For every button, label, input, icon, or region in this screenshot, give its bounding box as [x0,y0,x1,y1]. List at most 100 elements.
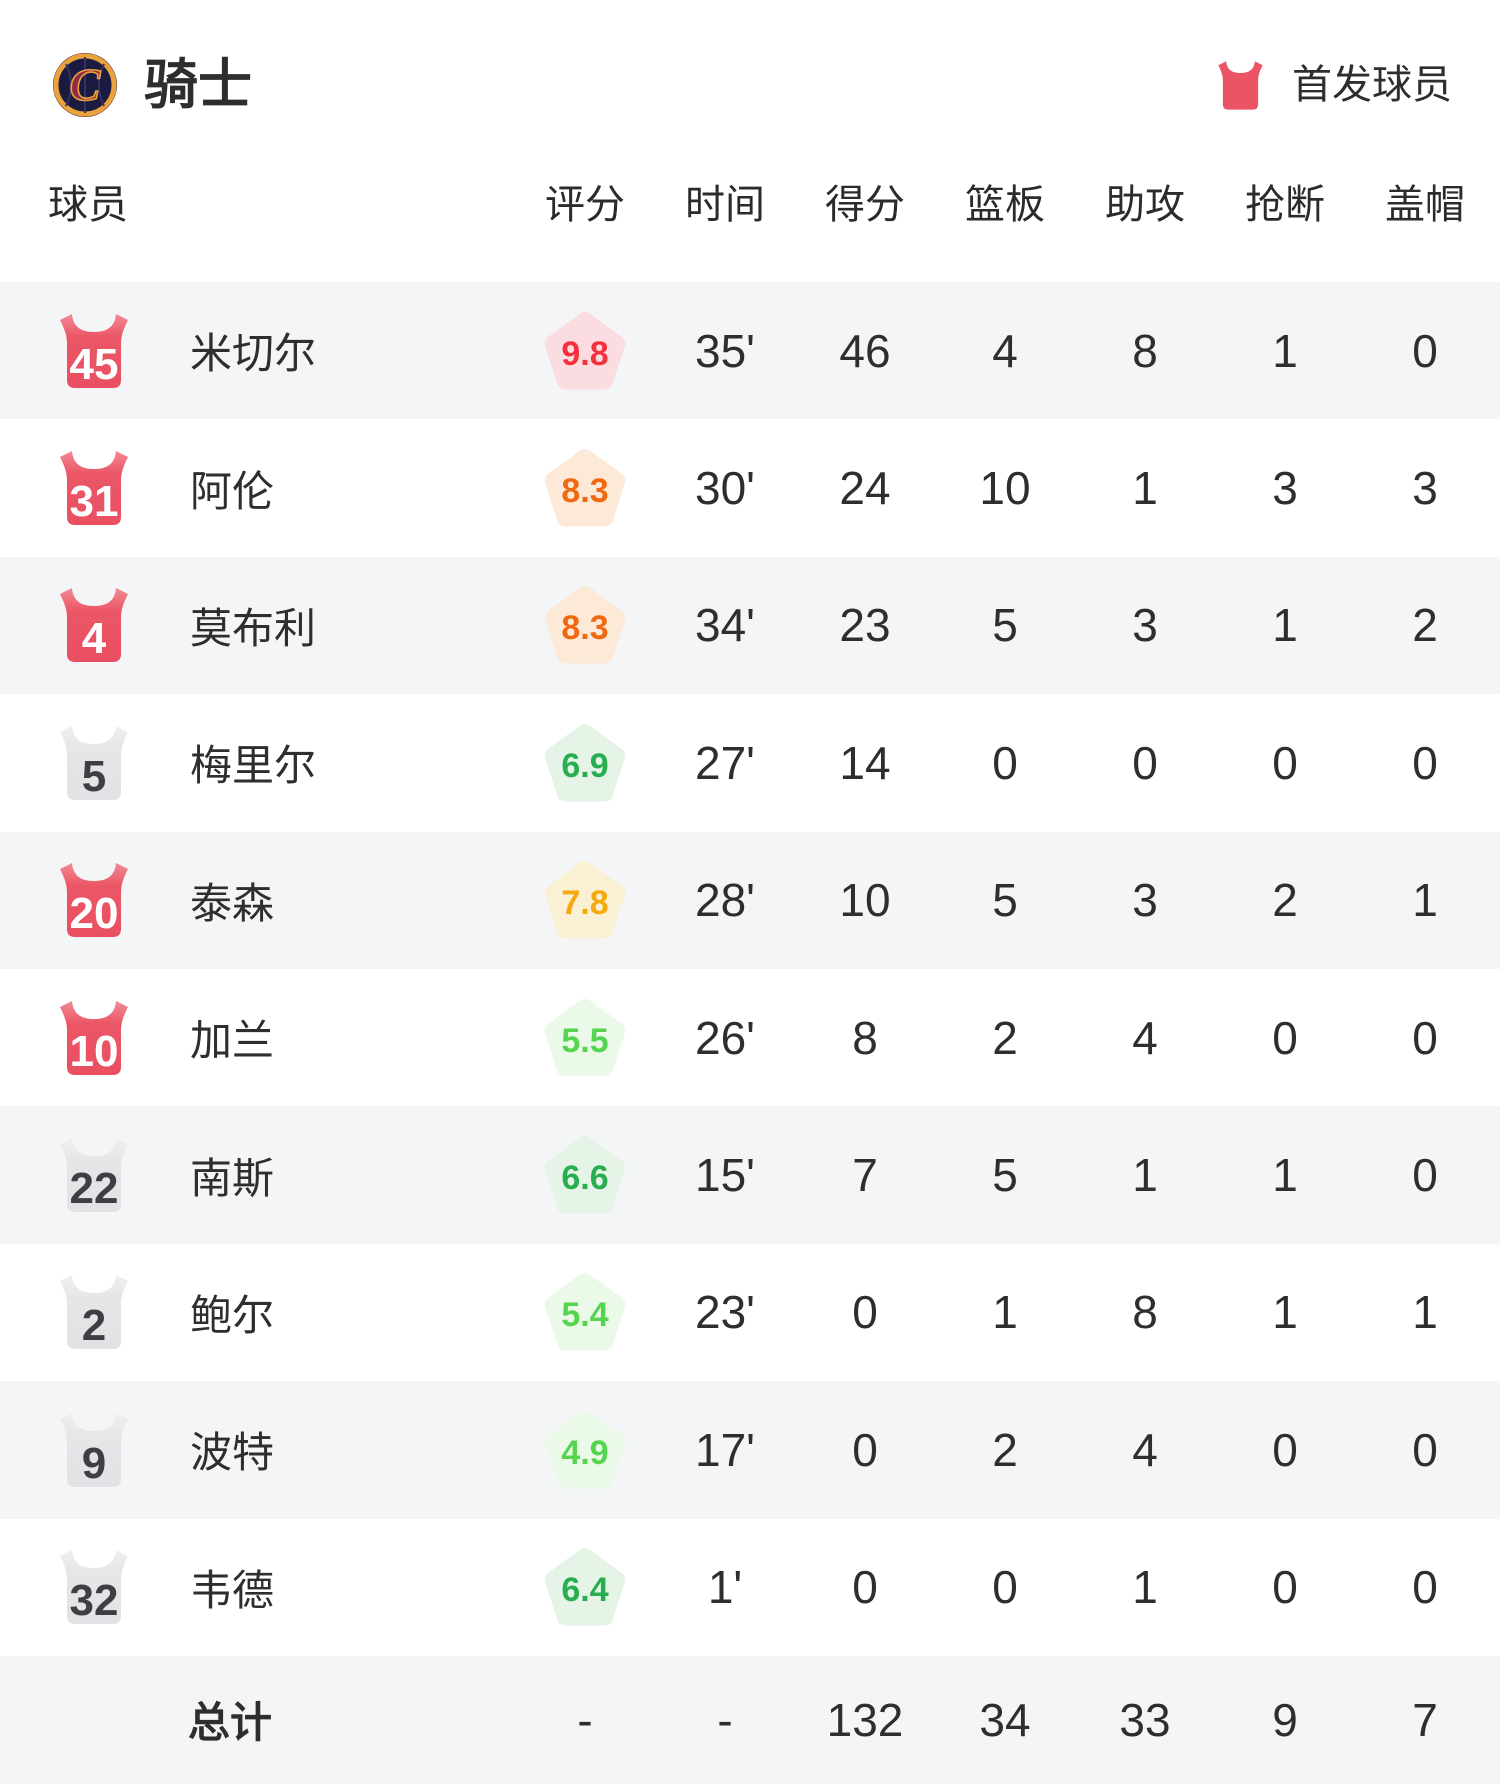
blocks-value: 0 [1412,1561,1438,1614]
starter-legend-label: 首发球员 [1292,63,1452,107]
player-cell: 32 韦德 [0,1548,515,1626]
jersey-number: 45 [69,339,119,389]
points-value: 46 [839,324,891,377]
jersey-number: 5 [81,751,107,801]
starter-legend: 首发球员 [1217,60,1452,110]
rating-badge: 8.3 [537,580,633,670]
player-row[interactable]: 10 加兰 5.5 26' 8 2 4 0 0 [0,969,1500,1106]
rating-badge: 6.9 [537,718,633,808]
total-rating: - [577,1693,593,1746]
total-points: 132 [826,1693,904,1746]
rebounds-value: 4 [992,324,1018,377]
rebounds-value: 5 [992,1149,1018,1202]
steals-value: 2 [1272,874,1298,927]
player-name: 波特 [190,1429,275,1477]
player-row[interactable]: 9 波特 4.9 17' 0 2 4 0 0 [0,1381,1500,1519]
player-name: 莫布利 [190,604,317,652]
player-name: 韦德 [190,1566,275,1614]
rating-value: 6.6 [561,1159,609,1198]
jersey-number: 32 [69,1576,119,1626]
bench-jersey-icon: 32 [58,1548,130,1626]
points-value: 23 [839,599,891,652]
assists-value: 1 [1132,462,1158,515]
player-row[interactable]: 45 米切尔 9.8 35' 46 4 8 1 0 [0,282,1500,420]
rebounds-value: 2 [992,1423,1018,1476]
time-value: 26' [695,1011,755,1064]
starter-jersey-icon: 4 [58,586,130,664]
rating-value: 5.4 [561,1296,609,1335]
player-cell: 31 阿伦 [0,449,515,527]
bench-jersey-icon: 9 [58,1411,130,1489]
rating-cell: 9.8 [515,306,655,396]
points-value: 8 [852,1011,878,1064]
total-time: - [717,1693,733,1746]
team-header: C 骑士 首发球员 [0,0,1500,120]
rating-value: 9.8 [561,334,609,373]
assists-value: 8 [1132,324,1158,377]
points-value: 10 [839,874,891,927]
rating-badge: 4.9 [537,1405,633,1495]
points-value: 14 [839,736,891,789]
steals-value: 0 [1272,1011,1298,1064]
player-cell: 45 米切尔 [0,312,515,390]
table-header: 球员 评分 时间 得分 篮板 助攻 抢断 盖帽 [0,120,1500,282]
player-row[interactable]: 32 韦德 6.4 1' 0 0 1 0 0 [0,1519,1500,1656]
blocks-value: 0 [1412,324,1438,377]
player-row[interactable]: 22 南斯 6.6 15' 7 5 1 1 0 [0,1106,1500,1244]
column-header-4: 篮板 [965,183,1045,227]
team-name: 骑士 [144,55,252,115]
rating-badge: 7.8 [537,855,633,945]
total-blocks: 7 [1412,1693,1438,1746]
starter-jersey-icon: 31 [58,449,130,527]
starter-jersey-icon: 10 [58,999,130,1077]
assists-value: 4 [1132,1011,1158,1064]
rating-value: 6.9 [561,746,609,785]
rebounds-value: 0 [992,736,1018,789]
column-header-6: 抢断 [1245,183,1325,227]
bench-jersey-icon: 22 [58,1136,130,1214]
svg-text:C: C [70,59,102,110]
player-row[interactable]: 5 梅里尔 6.9 27' 14 0 0 0 0 [0,694,1500,831]
time-value: 23' [695,1286,755,1339]
rating-badge: 5.4 [537,1267,633,1357]
rebounds-value: 2 [992,1011,1018,1064]
starter-jersey-icon: 45 [58,312,130,390]
points-value: 0 [852,1423,878,1476]
bench-jersey-icon: 2 [58,1273,130,1351]
rating-cell: 7.8 [515,855,655,945]
jersey-number: 20 [69,889,119,939]
time-value: 15' [695,1149,755,1202]
player-name: 米切尔 [190,330,317,378]
player-row[interactable]: 2 鲍尔 5.4 23' 0 1 8 1 1 [0,1244,1500,1381]
rebounds-value: 10 [979,462,1031,515]
rating-value: 5.5 [561,1021,609,1060]
jersey-number: 4 [81,614,107,664]
player-row[interactable]: 4 莫布利 8.3 34' 23 5 3 1 2 [0,556,1500,695]
jersey-number: 31 [69,477,119,527]
blocks-value: 2 [1412,599,1438,652]
starter-jersey-icon [1217,60,1264,110]
player-cell: 2 鲍尔 [0,1273,515,1351]
assists-value: 3 [1132,599,1158,652]
total-assists: 33 [1119,1693,1171,1746]
assists-value: 4 [1132,1423,1158,1476]
player-name: 梅里尔 [190,742,317,790]
time-value: 35' [695,324,755,377]
rating-cell: 6.6 [515,1130,655,1220]
points-value: 24 [839,462,891,515]
bench-jersey-icon: 5 [58,724,130,802]
assists-value: 3 [1132,874,1158,927]
blocks-value: 1 [1412,1286,1438,1339]
steals-value: 0 [1272,1561,1298,1614]
time-value: 1' [707,1561,743,1614]
player-name: 南斯 [190,1154,275,1202]
rating-badge: 8.3 [537,443,633,533]
column-header-1: 评分 [545,183,625,227]
player-cell: 20 泰森 [0,861,515,939]
column-header-3: 得分 [825,183,905,227]
player-row[interactable]: 31 阿伦 8.3 30' 24 10 1 3 3 [0,419,1500,556]
player-row[interactable]: 20 泰森 7.8 28' 10 5 3 2 1 [0,831,1500,969]
assists-value: 0 [1132,736,1158,789]
player-cell: 10 加兰 [0,999,515,1077]
points-value: 0 [852,1286,878,1339]
